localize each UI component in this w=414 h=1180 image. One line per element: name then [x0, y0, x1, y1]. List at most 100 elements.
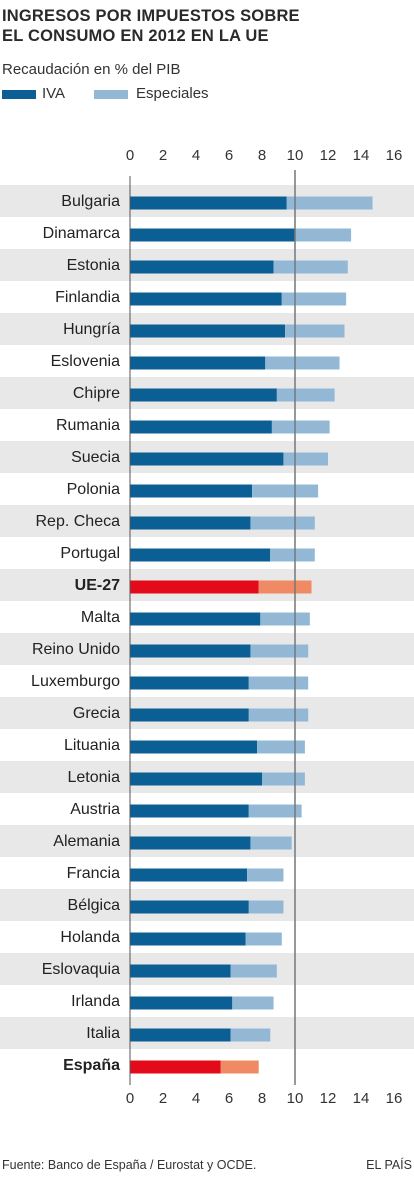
category-label-rumania: Rumania — [56, 417, 120, 434]
category-label-lituania: Lituania — [64, 737, 120, 754]
bar-iva-dinamarca — [130, 228, 295, 242]
bar-especiales-lituania — [257, 740, 305, 754]
x-tick-label-bottom-8: 8 — [258, 1090, 266, 1107]
bar-iva-hungria — [130, 324, 286, 338]
chart-subtitle: Recaudación en % del PIB — [2, 61, 181, 78]
bar-iva-alemania — [130, 836, 251, 850]
legend-swatch-iva — [2, 90, 36, 99]
bar-iva-rumania — [130, 420, 272, 434]
bar-iva-belgica — [130, 900, 249, 914]
bar-iva-malta — [130, 612, 261, 626]
bar-iva-eslovaquia — [130, 964, 231, 978]
bar-iva-austria — [130, 804, 249, 818]
x-tick-label-top-14: 14 — [353, 147, 370, 164]
category-label-austria: Austria — [70, 801, 120, 818]
category-label-francia: Francia — [67, 865, 120, 882]
category-label-rep-checa: Rep. Checa — [36, 513, 121, 530]
category-label-alemania: Alemania — [53, 833, 120, 850]
bar-especiales-polonia — [252, 484, 319, 498]
category-label-suecia: Suecia — [71, 449, 120, 466]
bar-especiales-letonia — [262, 772, 305, 786]
bar-especiales-rep-checa — [250, 516, 315, 530]
x-tick-label-bottom-12: 12 — [320, 1090, 337, 1107]
x-tick-label-top-12: 12 — [320, 147, 337, 164]
brand-credit: EL PAÍS — [366, 1158, 412, 1172]
bar-iva-letonia — [130, 772, 262, 786]
legend-label-iva: IVA — [42, 85, 66, 102]
bar-especiales-malta — [260, 612, 310, 626]
bar-iva-espana — [130, 1060, 221, 1074]
category-label-letonia: Letonia — [68, 769, 121, 786]
category-label-grecia: Grecia — [73, 705, 120, 722]
bar-iva-holanda — [130, 932, 246, 946]
bar-iva-rep-checa — [130, 516, 251, 530]
category-label-bulgaria: Bulgaria — [61, 193, 120, 210]
bar-especiales-luxemburgo — [248, 676, 309, 690]
bar-especiales-alemania — [250, 836, 292, 850]
x-tick-label-bottom-2: 2 — [159, 1090, 167, 1107]
bar-especiales-austria — [248, 804, 302, 818]
bar-especiales-irlanda — [232, 996, 274, 1010]
x-tick-label-bottom-10: 10 — [287, 1090, 304, 1107]
bar-especiales-espana — [220, 1060, 259, 1074]
category-label-espana: España — [63, 1057, 120, 1074]
bar-especiales-grecia — [248, 708, 309, 722]
bar-iva-bulgaria — [130, 196, 287, 210]
bar-especiales-holanda — [245, 932, 282, 946]
category-label-irlanda: Irlanda — [71, 993, 120, 1010]
bar-especiales-belgica — [248, 900, 284, 914]
category-label-holanda: Holanda — [60, 929, 120, 946]
category-label-polonia: Polonia — [67, 481, 120, 498]
bar-iva-francia — [130, 868, 248, 882]
x-tick-label-bottom-6: 6 — [225, 1090, 233, 1107]
category-label-eslovenia: Eslovenia — [51, 353, 120, 370]
bar-iva-portugal — [130, 548, 271, 562]
bar-especiales-finlandia — [281, 292, 347, 306]
bar-iva-chipre — [130, 388, 277, 402]
category-label-estonia: Estonia — [67, 257, 120, 274]
bar-especiales-italia — [230, 1028, 271, 1042]
bar-iva-estonia — [130, 260, 274, 274]
category-label-portugal: Portugal — [60, 545, 120, 562]
x-tick-label-bottom-14: 14 — [353, 1090, 370, 1107]
bar-chart: 0 0 2 2 4 4 6 6 8 8 10 10 12 12 14 14 16 16 Bulgaria Dinama… — [0, 147, 414, 1107]
category-label-chipre: Chipre — [73, 385, 120, 402]
x-tick-label-top-2: 2 — [159, 147, 167, 164]
x-tick-label-bottom-16: 16 — [386, 1090, 403, 1107]
source-note: Fuente: Banco de España / Eurostat y OCD… — [2, 1158, 257, 1172]
bar-especiales-dinamarca — [295, 228, 352, 242]
bar-especiales-chipre — [276, 388, 335, 402]
bar-especiales-francia — [247, 868, 284, 882]
x-tick-label-bottom-4: 4 — [192, 1090, 200, 1107]
x-tick-label-top-0: 0 — [126, 147, 134, 164]
category-label-belgica: Bélgica — [68, 897, 121, 914]
bar-especiales-eslovenia — [265, 356, 340, 370]
chart-title-line-1: Ingresos por impuestos sobre — [2, 7, 300, 25]
x-tick-label-top-4: 4 — [192, 147, 200, 164]
x-tick-label-top-6: 6 — [225, 147, 233, 164]
bar-iva-lituania — [130, 740, 258, 754]
x-tick-label-bottom-0: 0 — [126, 1090, 134, 1107]
category-label-reino-unido: Reino Unido — [32, 641, 120, 658]
bar-iva-luxemburgo — [130, 676, 249, 690]
category-label-eslovaquia: Eslovaquia — [42, 961, 120, 978]
x-tick-label-top-16: 16 — [386, 147, 403, 164]
bar-especiales-ue-27 — [258, 580, 312, 594]
bar-iva-eslovenia — [130, 356, 266, 370]
bar-iva-finlandia — [130, 292, 282, 306]
category-label-malta: Malta — [81, 609, 120, 626]
bar-especiales-eslovaquia — [230, 964, 277, 978]
category-label-italia: Italia — [86, 1025, 120, 1042]
category-label-ue-27: UE-27 — [75, 577, 120, 594]
category-label-hungria: Hungría — [63, 321, 120, 338]
bar-especiales-hungria — [285, 324, 345, 338]
bar-especiales-portugal — [270, 548, 315, 562]
x-tick-label-top-8: 8 — [258, 147, 266, 164]
bar-especiales-estonia — [273, 260, 348, 274]
bar-especiales-rumania — [271, 420, 330, 434]
chart-title: Ingresos por impuestos sobre el consumo … — [2, 6, 402, 46]
category-label-finlandia: Finlandia — [55, 289, 120, 306]
category-label-luxemburgo: Luxemburgo — [31, 673, 120, 690]
x-tick-label-top-10: 10 — [287, 147, 304, 164]
bar-iva-grecia — [130, 708, 249, 722]
